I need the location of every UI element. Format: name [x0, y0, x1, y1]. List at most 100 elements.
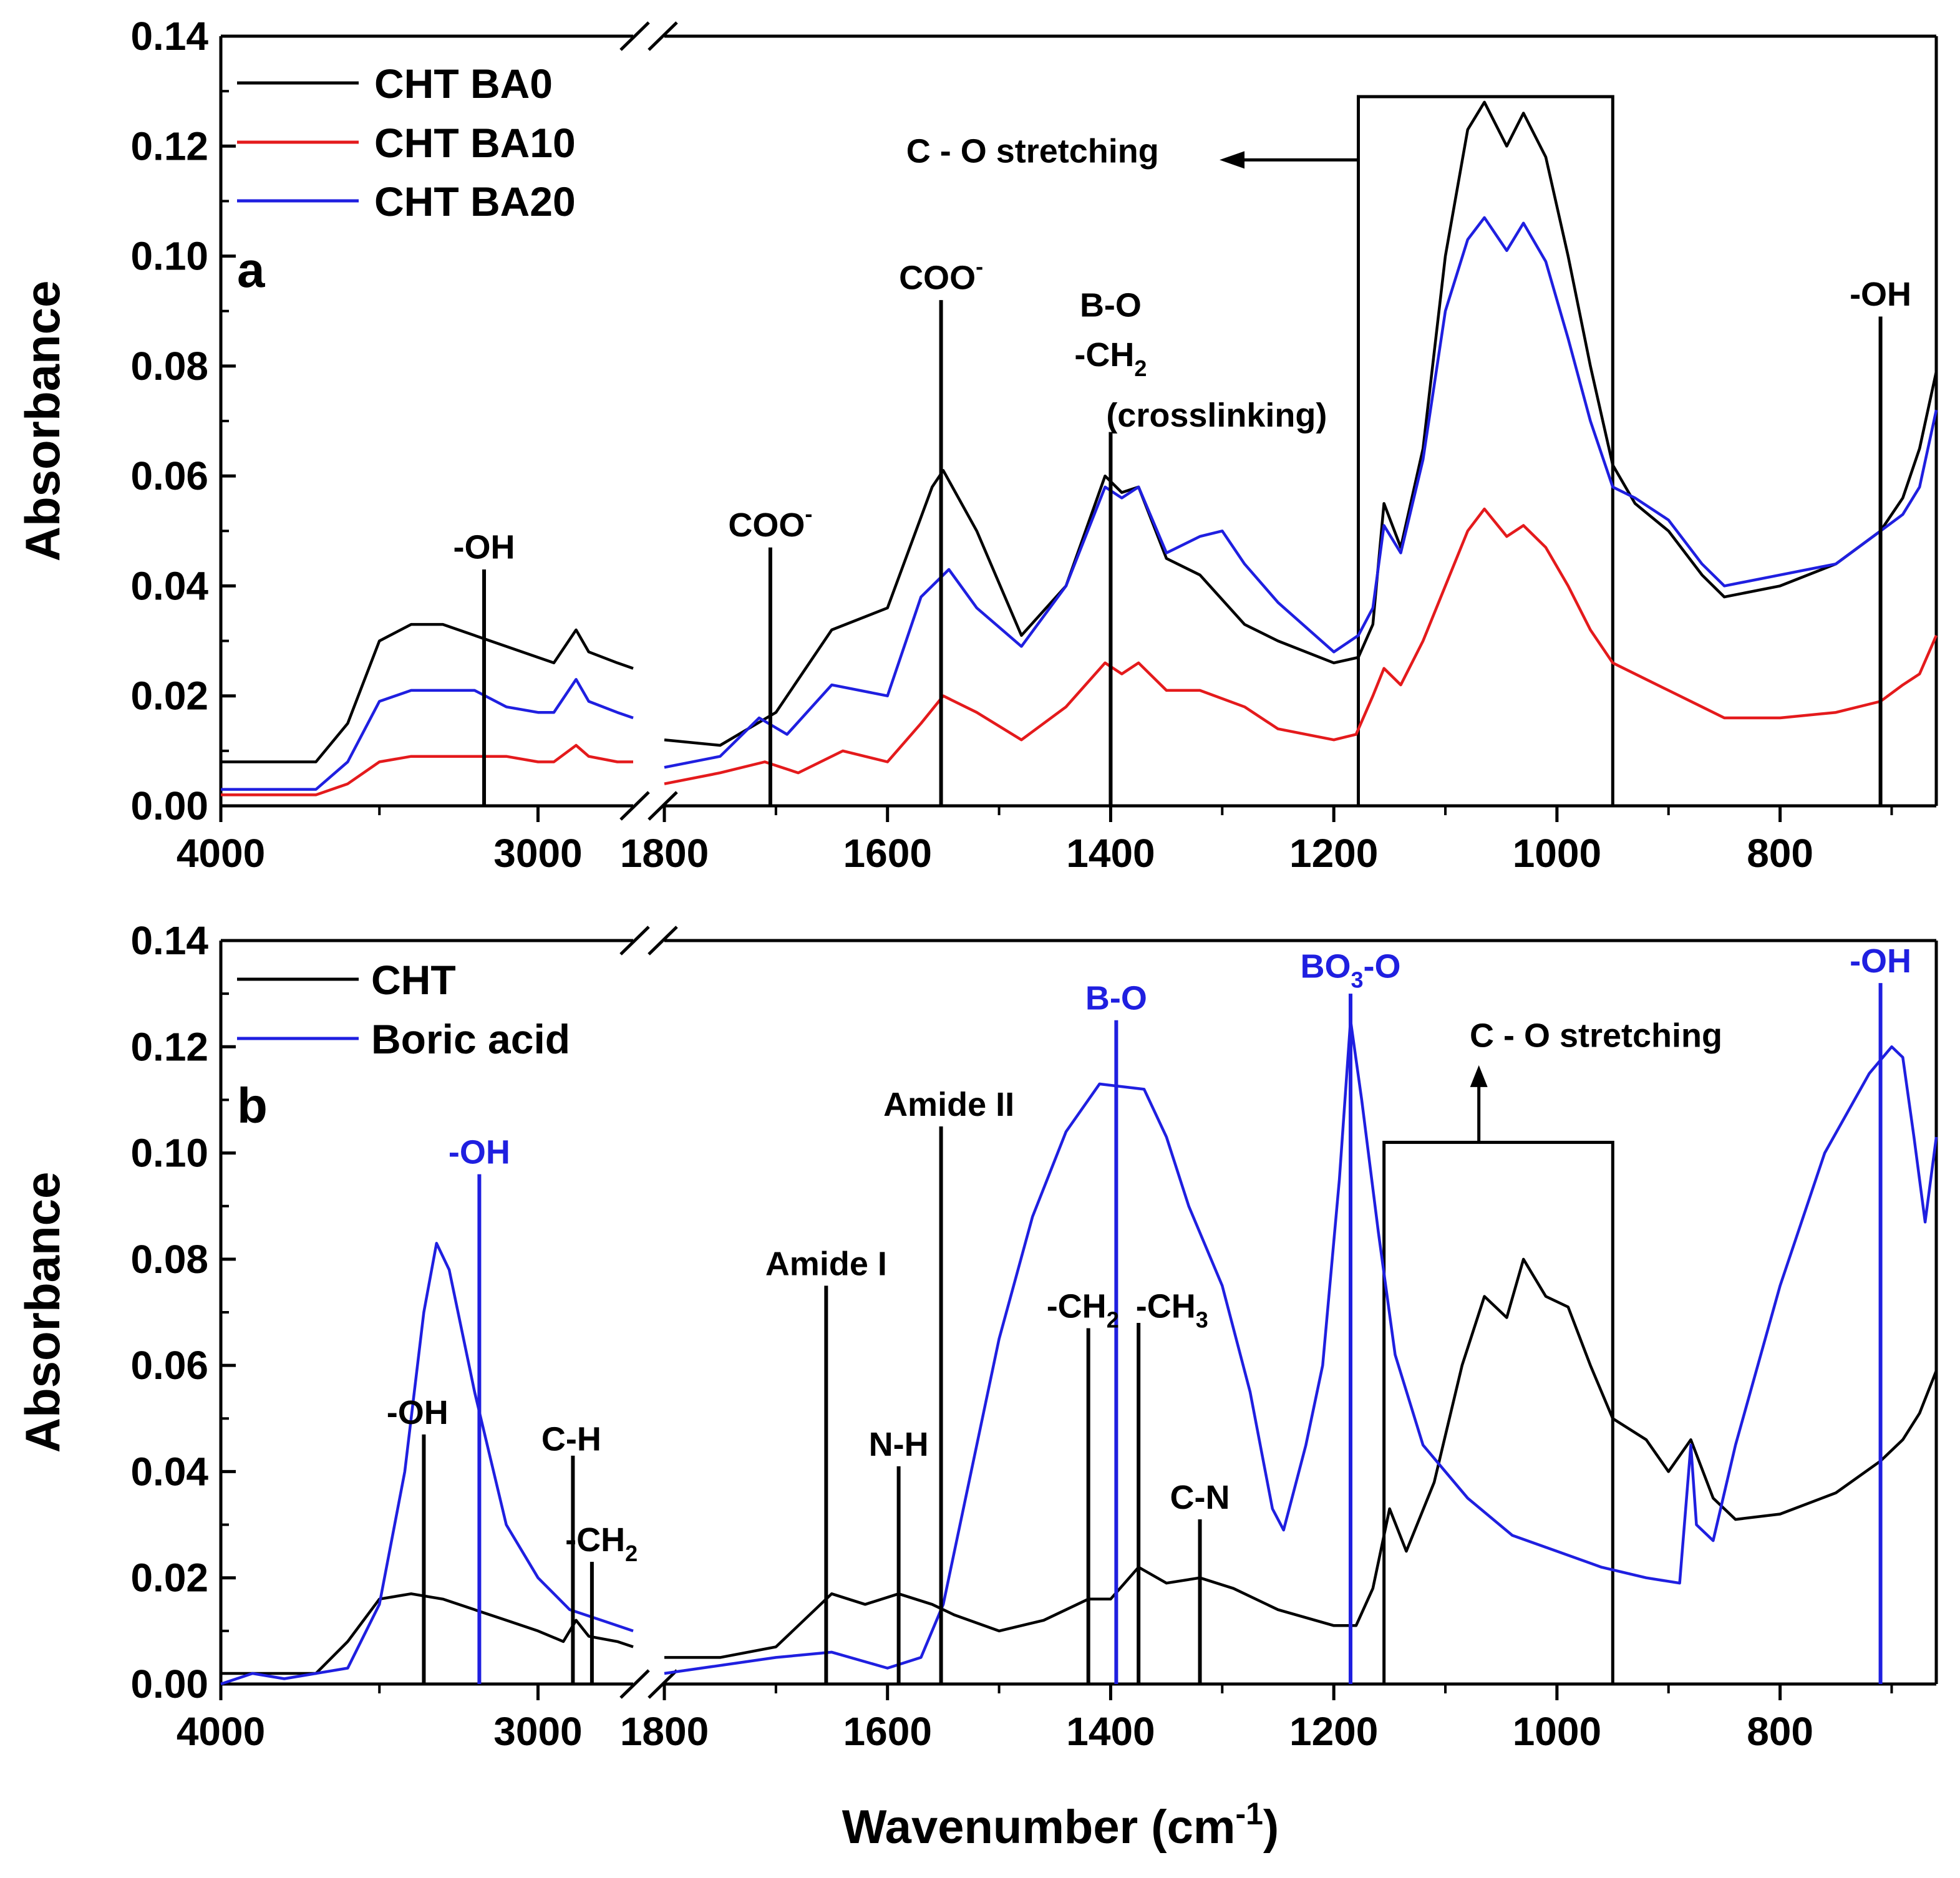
annotation-text: Amide I	[765, 1245, 887, 1282]
y-tick-label: 0.04	[130, 1449, 208, 1494]
y-tick-label: 0.00	[130, 1662, 208, 1706]
x-tick-label: 1400	[1066, 1709, 1155, 1754]
series-boric-acid-left	[220, 1242, 634, 1686]
annotation-text: -OH	[387, 1394, 449, 1431]
annotation-subscript: 2	[1107, 1307, 1119, 1333]
series-cht-ba0-right	[664, 100, 1938, 747]
y-tick-label: 0.14	[130, 14, 208, 59]
axis-break-top-1	[619, 21, 650, 51]
annotation-text: B-O	[1080, 287, 1142, 324]
annotation-text: -CH	[1136, 1288, 1196, 1325]
x-tick-label: 1800	[620, 1709, 709, 1754]
peak-annotation: -CH2	[565, 1521, 638, 1566]
series-cht-right	[664, 1257, 1938, 1659]
annotation-text: (crosslinking)	[1106, 397, 1327, 434]
series-boric-acid-right	[664, 1019, 1938, 1675]
panel-label: b	[237, 1078, 268, 1133]
c-o-arrow-head	[1220, 151, 1244, 169]
peak-annotation: B-O	[1080, 287, 1142, 324]
c-o-stretching-box	[1382, 1141, 1614, 1686]
peak-annotation: COO-	[728, 501, 812, 544]
annotation-text: -CH	[1074, 336, 1134, 374]
annotation-text: C-N	[1170, 1479, 1230, 1516]
annotation-text: -OH	[454, 528, 515, 566]
y-tick-label: 0.00	[130, 783, 208, 828]
peak-annotation: -CH3	[1136, 1288, 1208, 1333]
x-tick-label: 1000	[1513, 831, 1601, 876]
panel-b-chart: 0.00 0.02 0.04 0.06 0.08 0.10 0.12 0.14 Absorban…	[15, 918, 1938, 1754]
c-o-stretching-box	[1357, 95, 1614, 808]
panel-label: a	[237, 242, 265, 298]
peak-annotation: -OH	[449, 1134, 510, 1171]
x-axis-label-close: )	[1263, 1801, 1279, 1854]
annotation-subscript: 3	[1196, 1307, 1208, 1333]
series-cht-ba20-left	[221, 678, 634, 791]
peak-annotation: -OH	[1850, 276, 1911, 313]
series-cht-ba10-right	[664, 507, 1938, 785]
legend-label: CHT BA10	[374, 120, 576, 166]
x-tick-label: 800	[1747, 831, 1813, 876]
x-tick-label: 1400	[1066, 831, 1155, 876]
x-tick-label: 3000	[493, 831, 582, 876]
axis-break-bottom-1	[619, 1669, 650, 1699]
annotation-text: B-O	[1085, 980, 1147, 1017]
c-o-arrow-head	[1470, 1065, 1488, 1087]
annotation-text: -CH	[565, 1521, 625, 1559]
peak-annotation: C-H	[541, 1420, 601, 1458]
peak-annotation: -CH2	[1047, 1288, 1119, 1333]
axis-break-top-2	[648, 21, 678, 51]
x-tick-label: 1000	[1513, 1709, 1601, 1754]
y-tick-label: 0.14	[130, 918, 208, 963]
x-axis-label: Wavenumber (cm-1)	[842, 1796, 1279, 1854]
peak-annotation: (crosslinking)	[1106, 397, 1327, 434]
x-axis-label-sup: -1	[1235, 1796, 1263, 1831]
peak-annotation: C-N	[1170, 1479, 1230, 1516]
annotation-subscript: 2	[1134, 356, 1147, 381]
axis-break-bottom-1	[619, 791, 650, 821]
x-tick-label: 1600	[843, 831, 932, 876]
annotation-text: C-H	[541, 1420, 601, 1458]
y-axis-label: Absorbance	[15, 281, 70, 562]
legend-label: CHT	[371, 957, 456, 1003]
peak-annotation: C - O stretching	[906, 133, 1159, 170]
annotation-superscript: -	[805, 501, 812, 526]
series-cht-ba20-right	[664, 216, 1938, 769]
annotation-text: BO	[1300, 948, 1351, 985]
y-tick-label: 0.10	[130, 1131, 208, 1176]
y-tick-label: 0.02	[130, 1556, 208, 1600]
axis-break-top-1	[619, 926, 650, 956]
peak-annotation: N-H	[869, 1426, 929, 1463]
peak-annotation: Amide II	[883, 1086, 1014, 1123]
annotation-text: C - O stretching	[1470, 1017, 1722, 1054]
annotation-text: -CH	[1047, 1288, 1107, 1325]
series-cht-ba0-left	[221, 622, 634, 763]
panel-a-chart: 0.00 0.02 0.04 0.06 0.08 0.10 0.12 0.14 Absorban…	[15, 14, 1938, 876]
y-tick-label: 0.02	[130, 674, 208, 719]
peak-annotation: C - O stretching	[1470, 1017, 1722, 1054]
peak-annotation: B-O	[1085, 980, 1147, 1017]
peak-annotation: Amide I	[765, 1245, 887, 1282]
annotation-superscript: -	[976, 253, 983, 279]
x-axis-label-main: Wavenumber (cm	[842, 1801, 1236, 1854]
annotation-text: C - O stretching	[906, 133, 1159, 170]
y-tick-label: 0.10	[130, 234, 208, 279]
peak-annotation: -OH	[1850, 942, 1911, 980]
series-cht-left	[221, 1592, 634, 1675]
legend-label: CHT BA0	[374, 61, 553, 107]
y-tick-label: 0.06	[130, 1343, 208, 1388]
peak-annotation: COO-	[899, 253, 983, 296]
y-tick-label: 0.06	[130, 453, 208, 498]
y-tick-label: 0.12	[130, 123, 208, 168]
annotation-subscript: 2	[625, 1541, 638, 1566]
annotation-text: COO	[899, 259, 976, 296]
peak-annotation: BO3-O	[1300, 948, 1400, 993]
x-tick-label: 3000	[493, 1709, 582, 1754]
annotation-text: N-H	[869, 1426, 929, 1463]
y-tick-label: 0.04	[130, 563, 208, 608]
x-tick-label: 4000	[177, 1709, 265, 1754]
series-cht-ba10-left	[221, 743, 633, 796]
x-tick-label: 1800	[620, 831, 709, 876]
peak-annotation: -OH	[387, 1394, 449, 1431]
x-tick-label: 800	[1747, 1709, 1813, 1754]
